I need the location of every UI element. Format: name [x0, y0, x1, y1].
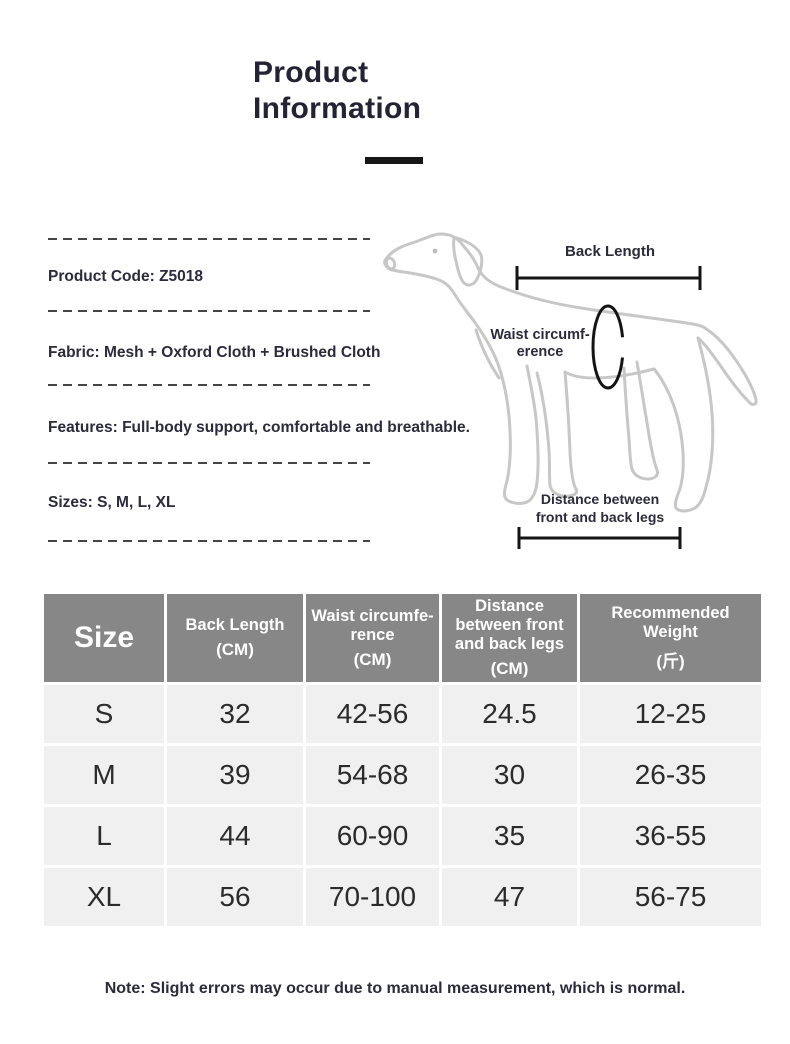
header-unit: (斤): [656, 652, 685, 671]
table-header-size: Size: [44, 594, 164, 682]
fabric-text: Fabric: Mesh + Oxford Cloth + Brushed Cl…: [48, 344, 381, 361]
dog-shoulder-line: [474, 328, 501, 380]
table-cell-size: S: [44, 685, 164, 743]
header-unit: (CM): [353, 649, 392, 669]
dog-front-leg-far: [535, 370, 579, 498]
page-title: Product Information: [253, 55, 421, 127]
table-cell-size: M: [44, 746, 164, 804]
header-label: Back Length: [185, 616, 285, 634]
dashed-divider: [48, 310, 370, 312]
table-cell-weight: 56-75: [580, 868, 761, 926]
product-code-text: Product Code: Z5018: [48, 268, 204, 285]
note-text: Note: Slight errors may occur due to man…: [104, 980, 686, 997]
header-label: Recommended Weight: [611, 604, 730, 641]
table-header-waist: Waist circumfe-rence (CM): [306, 594, 439, 682]
table-cell-waist: 54-68: [306, 746, 439, 804]
table-cell-waist: 42-56: [306, 685, 439, 743]
waist-circumference-label: Waist circumf- erence: [442, 327, 638, 361]
table-cell-legs: 35: [442, 807, 577, 865]
waist-label-line2: erence: [516, 344, 564, 360]
table-cell-weight: 12-25: [580, 685, 761, 743]
table-header-back-length: Back Length (CM): [167, 594, 303, 682]
back-length-label: Back Length: [564, 243, 655, 260]
table-cell-legs: 47: [442, 868, 577, 926]
header-unit: (CM): [490, 659, 529, 678]
table-cell-back-length: 39: [167, 746, 303, 804]
dog-hind-leg-near: [652, 336, 715, 513]
table-cell-legs: 24.5: [442, 685, 577, 743]
dog-eye: [432, 248, 438, 254]
table-cell-back-length: 56: [167, 868, 303, 926]
header-label: Size: [73, 621, 135, 654]
dog-hind-leg-far: [622, 360, 659, 481]
table-cell-back-length: 44: [167, 807, 303, 865]
table-cell-size: L: [44, 807, 164, 865]
dashed-divider: [48, 384, 370, 386]
dog-illustration: [383, 232, 758, 549]
header-unit: (CM): [216, 640, 254, 659]
dog-head-back-outline: [384, 232, 707, 330]
table-cell-size: XL: [44, 868, 164, 926]
dog-tail-outline: [696, 326, 758, 406]
table-header-legs-distance: Distance between front and back legs (CM…: [442, 594, 577, 682]
legs-label-line1: Distance between: [540, 491, 660, 507]
sizes-text: Sizes: S, M, L, XL: [48, 494, 176, 511]
back-length-measure-line: [515, 266, 702, 290]
page-title-line1: Product: [253, 56, 369, 89]
dashed-divider: [48, 540, 370, 542]
header-label: Distance between front and back legs: [454, 597, 565, 653]
dog-front-leg-near-and-chest: [383, 257, 540, 505]
legs-distance-measure-line: [517, 527, 682, 549]
dog-nose: [384, 256, 397, 271]
dashed-divider: [48, 238, 370, 240]
dog-measurement-diagram: Back Length Waist circumf- erence Distan…: [380, 220, 790, 580]
header-label: Waist circumfe-rence: [311, 606, 434, 644]
dashed-divider: [48, 462, 370, 464]
table-cell-weight: 26-35: [580, 746, 761, 804]
table-cell-legs: 30: [442, 746, 577, 804]
dog-ear-outline: [452, 236, 484, 287]
table-cell-back-length: 32: [167, 685, 303, 743]
waist-label-line1: Waist circumf-: [490, 327, 590, 343]
table-header-weight: Recommended Weight (斤): [580, 594, 761, 682]
title-underline: [365, 157, 423, 164]
table-cell-waist: 70-100: [306, 868, 439, 926]
legs-distance-label: Distance between front and back legs: [502, 490, 698, 526]
legs-label-line2: front and back legs: [535, 509, 665, 525]
dog-belly-outline: [563, 367, 656, 380]
page-title-line2: Information: [253, 92, 422, 125]
waist-circumference-ellipse: [591, 304, 625, 390]
features-text: Features: Full-body support, comfortable…: [48, 419, 470, 436]
size-table: Size Back Length (CM) Waist circumfe-ren…: [44, 594, 761, 926]
table-cell-waist: 60-90: [306, 807, 439, 865]
table-cell-weight: 36-55: [580, 807, 761, 865]
